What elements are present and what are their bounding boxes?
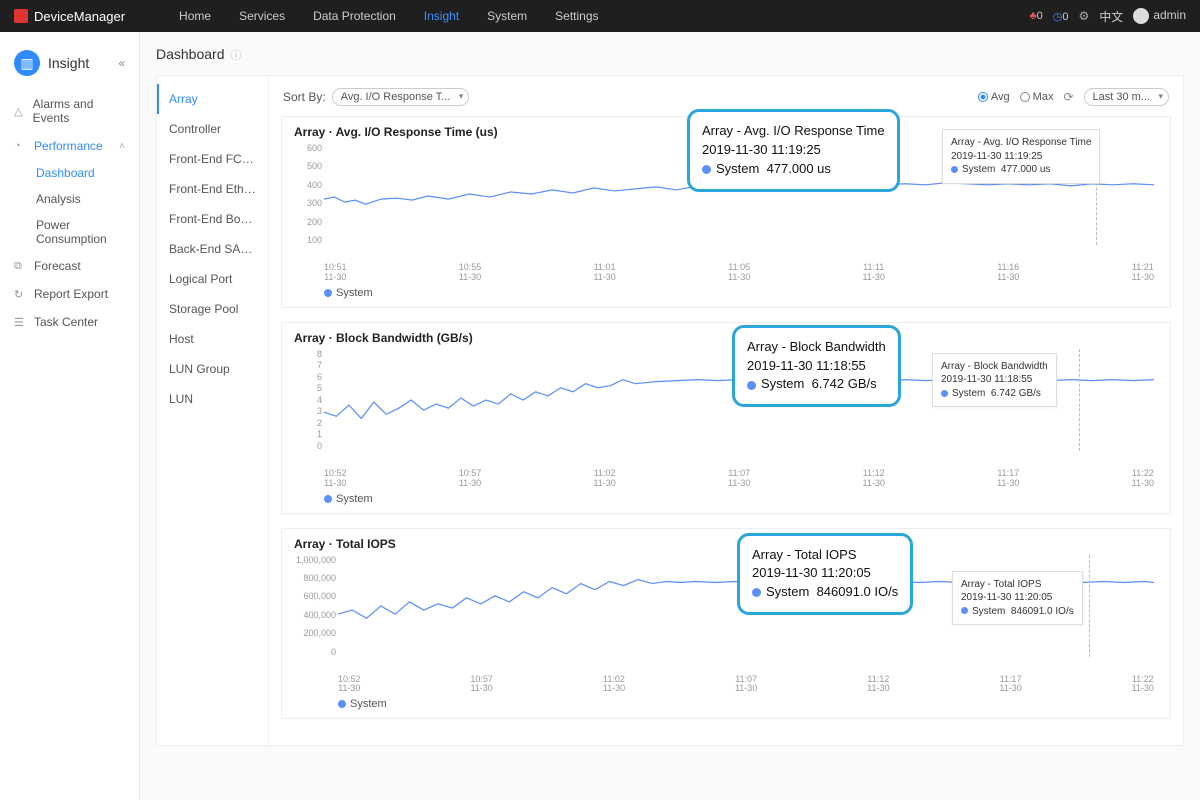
user-menu[interactable]: admin	[1133, 8, 1186, 24]
nav-item-data-protection[interactable]: Data Protection	[313, 9, 396, 23]
info-icon[interactable]: ⓘ	[230, 50, 241, 62]
sidebar-sub-dashboard[interactable]: Dashboard	[32, 160, 133, 186]
chart-callout: Array - Avg. I/O Response Time2019-11-30…	[687, 109, 900, 192]
dashboard-panel: ArrayControllerFront-End FC PortFront-En…	[156, 75, 1184, 746]
charts-column: Sort By: Avg. I/O Response T... Avg Max …	[269, 76, 1183, 745]
avatar-icon	[1133, 8, 1149, 24]
chart-bw: Array · Block Bandwidth (GB/s) 876543210 1…	[281, 322, 1171, 514]
nav-item-insight[interactable]: Insight	[424, 9, 459, 23]
nav-item-services[interactable]: Services	[239, 9, 285, 23]
chart-callout: Array - Total IOPS2019-11-30 11:20:05Sys…	[737, 533, 913, 616]
nav-item-settings[interactable]: Settings	[555, 9, 598, 23]
topnav-right: ♣0 ◷0 ⚙ 中文 admin	[1029, 8, 1186, 25]
type-item-front-end-fc-port[interactable]: Front-End FC Port	[157, 144, 268, 174]
chart-legend: System	[294, 283, 1158, 299]
type-item-storage-pool[interactable]: Storage Pool	[157, 294, 268, 324]
type-item-controller[interactable]: Controller	[157, 114, 268, 144]
nav-item-home[interactable]: Home	[179, 9, 211, 23]
hover-vline	[1079, 349, 1080, 451]
sidebar-item-task-center[interactable]: ☰Task Center	[6, 308, 133, 336]
tasks-badge[interactable]: ◷0	[1053, 10, 1069, 23]
x-axis: 10:5211-3010:5711-3011:0211-3011:0711-30…	[294, 469, 1158, 489]
sort-by-label: Sort By:	[283, 90, 326, 104]
y-axis: 600500400300200100	[294, 143, 322, 245]
sidebar-glyph: ↻	[14, 288, 30, 301]
type-item-front-end-ethernet-port[interactable]: Front-End Ethernet Port	[157, 174, 268, 204]
chart-tooltip: Array - Block Bandwidth2019-11-30 11:18:…	[932, 353, 1057, 408]
radio-avg[interactable]: Avg	[978, 91, 1010, 103]
sidebar-item-performance[interactable]: ◔Performance˄	[6, 132, 133, 160]
type-item-lun[interactable]: LUN	[157, 384, 268, 414]
alerts-badge[interactable]: ♣0	[1029, 10, 1042, 22]
brand-name: DeviceManager	[34, 9, 125, 24]
chart-iops: Array · Total IOPS 1,000,000800,000600,00…	[281, 528, 1171, 720]
chart-callout: Array - Block Bandwidth2019-11-30 11:18:…	[732, 325, 901, 408]
chart-legend: System	[294, 489, 1158, 505]
refresh-icon[interactable]: ⟳	[1063, 90, 1073, 104]
brand-logo	[14, 9, 28, 23]
sidebar-item-alarms-and-events[interactable]: △Alarms and Events	[6, 90, 133, 132]
sidebar-item-report-export[interactable]: ↻Report Export	[6, 280, 133, 308]
chart-resp: Array · Avg. I/O Response Time (us)60050…	[281, 116, 1171, 308]
sort-by-select[interactable]: Avg. I/O Response T...	[332, 88, 470, 106]
sidebar-glyph: ◔	[14, 140, 30, 152]
y-axis: 1,000,000800,000600,000400,000200,0000	[294, 555, 336, 657]
x-axis: 10:5211-3010:5711-3011:0211-3011:0711-30…	[294, 675, 1158, 695]
gear-icon[interactable]: ⚙	[1079, 9, 1090, 23]
sidebar-header: ▥ Insight «	[6, 46, 133, 90]
type-item-host[interactable]: Host	[157, 324, 268, 354]
sidebar-sub-power-consumption[interactable]: Power Consumption	[32, 212, 133, 252]
sidebar-sub-analysis[interactable]: Analysis	[32, 186, 133, 212]
top-nav: DeviceManager Home Services Data Protectio…	[0, 0, 1200, 32]
sidebar-title: Insight	[48, 55, 89, 71]
chevron-icon: ˄	[119, 141, 125, 152]
collapse-icon[interactable]: «	[118, 56, 125, 70]
sidebar-glyph: △	[14, 105, 29, 118]
type-item-array[interactable]: Array	[157, 84, 268, 114]
type-item-back-end-sas-port[interactable]: Back-End SAS Port	[157, 234, 268, 264]
chart-legend: System	[294, 694, 1158, 710]
main: Dashboard ⓘ ArrayControllerFront-End FC …	[140, 32, 1200, 800]
object-type-list: ArrayControllerFront-End FC PortFront-En…	[157, 76, 269, 745]
chart-tooltip: Array - Avg. I/O Response Time2019-11-30…	[942, 129, 1100, 184]
type-item-front-end-bond-port[interactable]: Front-End Bond Port	[157, 204, 268, 234]
type-item-lun-group[interactable]: LUN Group	[157, 354, 268, 384]
sidebar-item-forecast[interactable]: ⧉Forecast	[6, 252, 133, 280]
nav-item-system[interactable]: System	[487, 9, 527, 23]
timerange-select[interactable]: Last 30 m...	[1084, 88, 1169, 106]
sidebar-glyph: ☰	[14, 316, 30, 329]
chart-tooltip: Array - Total IOPS2019-11-30 11:20:05Sys…	[952, 571, 1083, 626]
radio-max[interactable]: Max	[1020, 91, 1054, 103]
chart-title: Array · Block Bandwidth (GB/s)	[294, 331, 1158, 345]
insight-icon: ▥	[14, 50, 40, 76]
x-axis: 10:5111-3010:5511-3011:0111-3011:0511-30…	[294, 263, 1158, 283]
nav-items: Home Services Data Protection Insight System…	[165, 9, 612, 23]
hover-vline	[1089, 555, 1090, 657]
chart-title: Array · Total IOPS	[294, 537, 1158, 551]
sidebar-glyph: ⧉	[14, 260, 30, 273]
type-item-logical-port[interactable]: Logical Port	[157, 264, 268, 294]
lang-toggle[interactable]: 中文	[1099, 8, 1123, 25]
y-axis: 876543210	[294, 349, 322, 451]
page-title: Dashboard ⓘ	[156, 46, 1184, 63]
sidebar: ▥ Insight « △Alarms and Events◔Performan…	[0, 32, 140, 800]
